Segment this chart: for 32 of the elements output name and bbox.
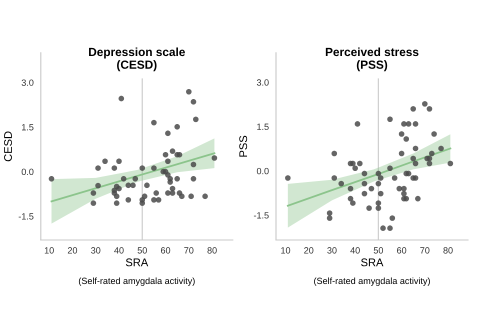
- x-tick-label: 50: [374, 247, 384, 254]
- x-tick-label: 30: [327, 247, 337, 254]
- y-tick-label: 3.0: [22, 79, 34, 86]
- text: (Self-rated amygdala activity): [314, 277, 430, 286]
- x-tick-label: 10: [44, 247, 54, 254]
- text: (Self-rated amygdala activity): [78, 277, 195, 286]
- y-tick-label: 3.0: [256, 79, 269, 86]
- y-tick-label: -1.5: [254, 212, 269, 219]
- y-axis-title: PSS: [239, 136, 248, 157]
- chart-title: Perceived stress (PSS): [326, 47, 418, 72]
- x-tick-label: 70: [184, 247, 194, 254]
- x-tick-label: 20: [68, 247, 78, 254]
- x-tick-label: 40: [350, 247, 360, 254]
- x-tick-label: 40: [114, 247, 124, 254]
- y-tick-label: 1.5: [22, 124, 34, 130]
- y-axis-title: CESD: [4, 131, 12, 162]
- x-tick-label: 60: [397, 247, 406, 254]
- x-tick-label: 60: [160, 247, 170, 254]
- y-tick-label: 0.0: [256, 168, 269, 174]
- x-tick-label: 70: [420, 247, 430, 254]
- x-tick-label: 80: [207, 247, 217, 254]
- x-tick-label: 20: [304, 247, 314, 254]
- y-tick-label: 1.5: [257, 124, 269, 130]
- x-tick-label: 10: [281, 247, 290, 254]
- y-tick-label: 0.0: [22, 168, 34, 176]
- chart-title: Depression scale (CESD): [89, 47, 185, 72]
- y-tick-label: -1.5: [18, 213, 34, 220]
- x-axis-title: SRA: [361, 258, 384, 266]
- x-axis-title: SRA: [126, 258, 148, 266]
- x-tick-label: 30: [91, 247, 100, 254]
- x-tick-label: 80: [443, 247, 453, 254]
- x-tick-label: 50: [138, 247, 147, 254]
